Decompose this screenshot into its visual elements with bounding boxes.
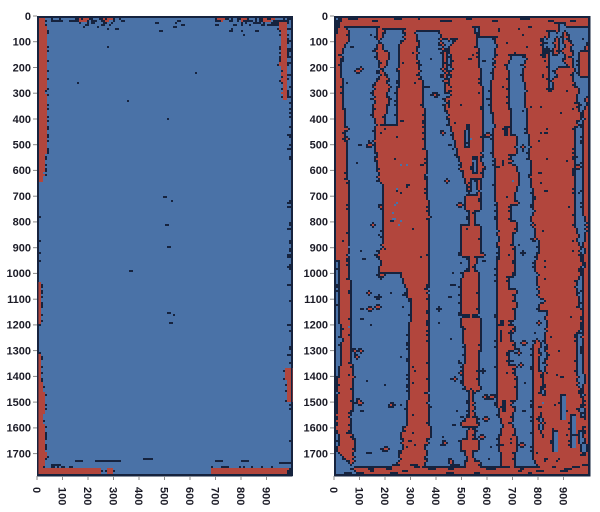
svg-text:600: 600: [480, 487, 492, 505]
svg-text:700: 700: [13, 191, 31, 203]
svg-text:1700: 1700: [7, 448, 31, 460]
svg-text:1400: 1400: [7, 371, 31, 383]
svg-text:200: 200: [81, 487, 93, 505]
svg-text:0: 0: [322, 11, 328, 23]
svg-text:1600: 1600: [7, 423, 31, 435]
svg-text:700: 700: [310, 191, 328, 203]
svg-text:1100: 1100: [7, 294, 31, 306]
svg-text:1300: 1300: [304, 345, 328, 357]
svg-text:200: 200: [13, 62, 31, 74]
svg-text:700: 700: [208, 487, 220, 505]
svg-text:1700: 1700: [304, 448, 328, 460]
svg-text:800: 800: [531, 487, 543, 505]
svg-text:300: 300: [106, 487, 118, 505]
svg-text:900: 900: [556, 487, 568, 505]
svg-text:0: 0: [25, 11, 31, 23]
svg-text:1600: 1600: [304, 423, 328, 435]
svg-text:300: 300: [13, 88, 31, 100]
svg-text:1300: 1300: [7, 345, 31, 357]
svg-text:500: 500: [454, 487, 466, 505]
svg-text:500: 500: [157, 487, 169, 505]
svg-text:900: 900: [13, 243, 31, 255]
svg-text:600: 600: [310, 165, 328, 177]
svg-text:100: 100: [13, 37, 31, 49]
svg-text:0: 0: [327, 487, 339, 493]
svg-text:900: 900: [310, 243, 328, 255]
svg-text:1000: 1000: [7, 268, 31, 280]
svg-text:200: 200: [310, 62, 328, 74]
svg-text:1000: 1000: [304, 268, 328, 280]
svg-text:1500: 1500: [304, 397, 328, 409]
svg-text:400: 400: [132, 487, 144, 505]
svg-text:100: 100: [310, 37, 328, 49]
svg-text:1100: 1100: [304, 294, 328, 306]
svg-text:400: 400: [429, 487, 441, 505]
svg-text:800: 800: [310, 217, 328, 229]
svg-text:1200: 1200: [304, 320, 328, 332]
svg-text:100: 100: [352, 487, 364, 505]
svg-text:600: 600: [183, 487, 195, 505]
svg-text:700: 700: [505, 487, 517, 505]
svg-text:100: 100: [55, 487, 67, 505]
svg-text:400: 400: [310, 114, 328, 126]
svg-text:800: 800: [13, 217, 31, 229]
svg-text:800: 800: [234, 487, 246, 505]
svg-text:1500: 1500: [7, 397, 31, 409]
svg-text:400: 400: [13, 114, 31, 126]
svg-text:500: 500: [310, 140, 328, 152]
svg-text:900: 900: [259, 487, 271, 505]
svg-text:1400: 1400: [304, 371, 328, 383]
svg-text:0: 0: [30, 487, 42, 493]
svg-text:200: 200: [378, 487, 390, 505]
svg-text:1200: 1200: [7, 320, 31, 332]
svg-text:300: 300: [310, 88, 328, 100]
svg-text:600: 600: [13, 165, 31, 177]
svg-text:500: 500: [13, 140, 31, 152]
svg-text:300: 300: [403, 487, 415, 505]
